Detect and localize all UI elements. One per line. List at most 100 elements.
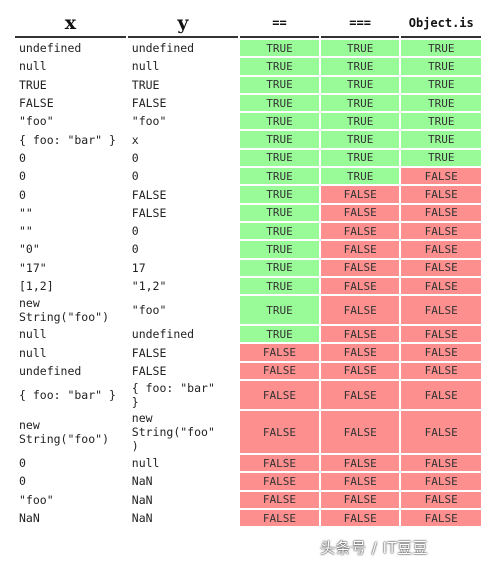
- loose-equality-result: FALSE: [240, 362, 319, 380]
- x-value-cell: "foo": [19, 114, 54, 129]
- object-is-result: FALSE: [401, 362, 481, 380]
- loose-equality-result: TRUE: [240, 204, 319, 221]
- table-row: new String("foo") "foo" TRUE FALSE FALSE: [15, 296, 481, 325]
- y-value-cell: 17: [131, 260, 146, 275]
- header-y: y: [127, 10, 239, 38]
- x-value-cell: new String("foo"): [19, 296, 110, 325]
- x-value-cell: "17": [19, 260, 47, 275]
- object-is-result: FALSE: [401, 344, 481, 361]
- object-is-result: FALSE: [401, 296, 481, 325]
- table-row: NaN NaN FALSE FALSE FALSE: [15, 509, 481, 527]
- loose-equality-result: TRUE: [240, 296, 319, 325]
- y-value-cell: null: [131, 59, 160, 74]
- x-value-cell: null: [19, 327, 47, 342]
- header-x: x: [15, 10, 126, 38]
- y-value-cell: FALSE: [131, 345, 167, 360]
- x-value-cell: FALSE: [19, 96, 54, 111]
- object-is-result: TRUE: [401, 40, 481, 57]
- y-value-cell: x: [131, 132, 139, 147]
- x-value-cell: 0: [19, 474, 26, 489]
- y-value-cell: { foo: "bar" }: [131, 381, 215, 410]
- loose-equality-result: TRUE: [240, 277, 319, 295]
- loose-equality-result: TRUE: [240, 58, 319, 75]
- x-value-cell: null: [19, 345, 47, 360]
- strict-equality-result: FALSE: [320, 186, 400, 203]
- object-is-result: FALSE: [401, 455, 481, 472]
- loose-equality-result: FALSE: [240, 344, 319, 361]
- loose-equality-result: TRUE: [240, 326, 319, 343]
- x-value-cell: "0": [19, 242, 40, 257]
- strict-equality-result: FALSE: [320, 455, 400, 472]
- y-value-cell: NaN: [131, 511, 153, 526]
- header-strict-equality: ===: [320, 10, 400, 38]
- object-is-result: FALSE: [401, 411, 481, 454]
- table-row: 0 FALSE TRUE FALSE FALSE: [15, 186, 481, 203]
- strict-equality-result: FALSE: [320, 381, 400, 410]
- table-row: undefined undefined TRUE TRUE TRUE: [15, 40, 481, 57]
- y-value-cell: FALSE: [131, 205, 167, 220]
- y-value-cell: FALSE: [131, 363, 167, 378]
- object-is-result: FALSE: [401, 277, 481, 295]
- x-value-cell: 0: [19, 187, 26, 202]
- x-value-cell: [1,2]: [19, 279, 54, 293]
- loose-equality-result: FALSE: [240, 411, 319, 454]
- loose-equality-result: TRUE: [240, 186, 319, 203]
- object-is-result: FALSE: [401, 222, 481, 240]
- object-is-result: FALSE: [401, 326, 481, 343]
- strict-equality-result: TRUE: [320, 113, 400, 130]
- x-value-cell: "": [19, 224, 33, 239]
- loose-equality-result: TRUE: [240, 40, 319, 57]
- table-row: "foo" "foo" TRUE TRUE TRUE: [15, 113, 481, 130]
- object-is-result: FALSE: [401, 473, 481, 490]
- equality-comparison-table: x y == === Object.is undefined undefined T…: [13, 8, 483, 528]
- strict-equality-result: TRUE: [320, 76, 400, 93]
- strict-equality-result: FALSE: [320, 362, 400, 380]
- loose-equality-result: TRUE: [240, 149, 319, 167]
- object-is-result: TRUE: [401, 149, 481, 167]
- object-is-result: TRUE: [401, 94, 481, 112]
- table-body: undefined undefined TRUE TRUE TRUE null null TR…: [15, 40, 481, 527]
- object-is-result: TRUE: [401, 76, 481, 93]
- strict-equality-result: FALSE: [320, 509, 400, 527]
- table-row: 0 0 TRUE TRUE TRUE: [15, 149, 481, 167]
- y-value-cell: NaN: [131, 474, 153, 489]
- y-value-cell: "1,2": [131, 279, 167, 293]
- loose-equality-result: TRUE: [240, 113, 319, 130]
- strict-equality-result: TRUE: [320, 149, 400, 167]
- table-row: "0" 0 TRUE FALSE FALSE: [15, 241, 481, 258]
- header-object-is: Object.is: [401, 10, 481, 38]
- x-value-cell: "foo": [19, 492, 54, 507]
- header-loose-equality: ==: [240, 10, 319, 38]
- table-row: undefined FALSE FALSE FALSE FALSE: [15, 362, 481, 380]
- loose-equality-result: TRUE: [240, 168, 319, 185]
- x-value-cell: NaN: [19, 511, 40, 526]
- strict-equality-result: TRUE: [320, 58, 400, 75]
- strict-equality-result: FALSE: [320, 241, 400, 258]
- x-value-cell: new String("foo"): [19, 418, 110, 447]
- table-row: 0 0 TRUE TRUE FALSE: [15, 168, 481, 185]
- strict-equality-result: TRUE: [320, 131, 400, 148]
- object-is-result: FALSE: [401, 168, 481, 185]
- table-row: "" FALSE TRUE FALSE FALSE: [15, 204, 481, 221]
- loose-equality-result: FALSE: [240, 455, 319, 472]
- strict-equality-result: FALSE: [320, 204, 400, 221]
- strict-equality-result: TRUE: [320, 168, 400, 185]
- watermark: 头条号 / IT豆豆: [320, 539, 429, 557]
- strict-equality-result: FALSE: [320, 296, 400, 325]
- x-value-cell: undefined: [19, 363, 82, 378]
- x-value-cell: undefined: [19, 41, 82, 56]
- loose-equality-result: FALSE: [240, 473, 319, 490]
- table-row: [1,2] "1,2" TRUE FALSE FALSE: [15, 277, 481, 295]
- table-row: TRUE TRUE TRUE TRUE TRUE: [15, 76, 481, 93]
- object-is-result: TRUE: [401, 58, 481, 75]
- y-value-cell: FALSE: [131, 187, 167, 202]
- y-value-cell: FALSE: [131, 96, 167, 111]
- strict-equality-result: FALSE: [320, 222, 400, 240]
- y-value-cell: 0: [131, 242, 139, 257]
- x-value-cell: { foo: "bar" }: [19, 388, 116, 403]
- x-value-cell: "": [19, 205, 33, 220]
- table-row: new String("foo") new String("foo" ) FALSE…: [15, 411, 481, 454]
- loose-equality-result: TRUE: [240, 241, 319, 258]
- strict-equality-result: FALSE: [320, 491, 400, 508]
- y-value-cell: NaN: [131, 492, 153, 507]
